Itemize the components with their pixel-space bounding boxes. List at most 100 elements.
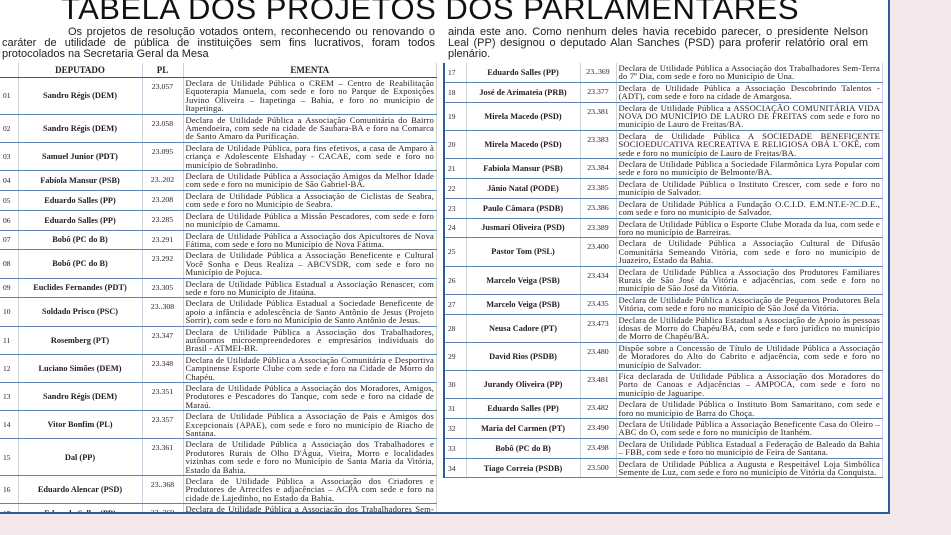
pl-number: 23.473 xyxy=(580,314,617,343)
ementa-text: Declara de Utilidade Pública a Associaçã… xyxy=(616,237,883,267)
pl-number: 23.386 xyxy=(580,198,617,219)
table-row: 17 Eduardo Salles (PP) 23..369 Declara de U… xyxy=(0,503,437,512)
row-number: 21 xyxy=(444,158,467,179)
table-row: 20 Mirela Macedo (PSD) 23.383 Declara de Ut… xyxy=(444,130,883,160)
deputado-name: Eduardo Alencar (PSD) xyxy=(18,475,143,505)
pl-number: 23.381 xyxy=(580,102,617,131)
deputado-name: Jurandy Oliveira (PP) xyxy=(466,370,581,400)
table-row: 22 Jânio Natal (PODE) 23.385 Declara de Uti… xyxy=(444,178,883,199)
table-row: 09 Euclides Fernandes (PDT) 23.305 Declara … xyxy=(0,278,437,299)
table-row: 27 Marcelo Veiga (PSB) 23.435 Declara de Ut… xyxy=(444,294,883,315)
row-number: 24 xyxy=(444,218,467,239)
ementa-text: Declara de Utilidade Pública o Instituto… xyxy=(616,398,883,420)
row-number: 20 xyxy=(444,130,467,160)
newspaper-page: TABELA DOS PROJETOS DOS PARLAMENTARES Os… xyxy=(0,0,890,514)
row-number: 16 xyxy=(0,475,19,505)
pl-number: 23.058 xyxy=(142,114,184,143)
row-number: 12 xyxy=(0,354,19,384)
table-row: 05 Eduardo Salles (PP) 23.208 Declara de Ut… xyxy=(0,190,437,211)
row-number: 17 xyxy=(0,503,19,512)
deputado-name: David Rios (PSDB) xyxy=(466,342,581,372)
projects-table-left: DEPUTADO PL EMENTA 01 Sandro Régis (DEM) 2… xyxy=(0,63,437,512)
deputado-name: Bobô (PC do B) xyxy=(18,230,143,251)
deputado-name: Eduardo Salles (PP) xyxy=(18,190,143,211)
pl-number: 23..202 xyxy=(142,170,184,191)
ementa-text: Declara de Utilidade Pública A SOCIEDADE… xyxy=(616,130,883,160)
projects-table-right: 17 Eduardo Salles (PP) 23..369 Declara de U… xyxy=(443,63,883,479)
ementa-text: Declara de Utilidade Pública Estadual a … xyxy=(616,314,883,343)
table-row: 01 Sandro Régis (DEM) 23.057 Declara de Uti… xyxy=(0,77,437,115)
ementa-text: Declara de Utilidade Pública a Associaçã… xyxy=(183,326,437,355)
ementa-text: Declara de Utilidade Pública a ASSOCIAÇÃ… xyxy=(616,102,883,131)
intro-paragraph-left: Os projetos de resolução votados ontem, … xyxy=(2,26,435,60)
deputado-name: Pastor Tom (PSL) xyxy=(466,237,581,267)
row-number: 33 xyxy=(444,438,467,459)
pl-number: 23..369 xyxy=(580,63,617,83)
deputado-name: Mirela Macedo (PSD) xyxy=(466,130,581,160)
row-number: 15 xyxy=(0,438,19,477)
pl-number: 23.351 xyxy=(142,382,184,412)
deputado-name: Samuel Junior (PDT) xyxy=(18,142,143,172)
ementa-text: Declara de Utilidade Pública a Associaçã… xyxy=(616,418,883,439)
deputado-name: Bobô (PC do B) xyxy=(466,438,581,459)
row-number: 28 xyxy=(444,314,467,343)
ementa-text: Declara de Utilidade Pública, para fins … xyxy=(183,142,437,172)
deputado-name: Paulo Câmara (PSDB) xyxy=(466,198,581,219)
pl-number: 23.385 xyxy=(580,178,617,199)
deputado-name: Jusmari Oliveira (PSD) xyxy=(466,218,581,239)
row-number: 17 xyxy=(444,63,467,83)
ementa-text: Declara de Utilidade Pública a Associaçã… xyxy=(183,503,437,512)
pl-number: 23.357 xyxy=(142,410,184,440)
table-row: 30 Jurandy Oliveira (PP) 23.481 Fica declar… xyxy=(444,370,883,400)
ementa-text: Declara de Utilidade Pública a Associaçã… xyxy=(183,249,437,279)
table-row: 17 Eduardo Salles (PP) 23..369 Declara de U… xyxy=(444,63,883,83)
deputado-name: Sandro Régis (DEM) xyxy=(18,77,143,115)
row-number: 22 xyxy=(444,178,467,199)
pl-number: 23.347 xyxy=(142,326,184,355)
pl-number: 23.500 xyxy=(580,458,617,479)
ementa-text: Declara de Utilidade Pública a Associaçã… xyxy=(616,63,883,83)
row-number: 07 xyxy=(0,230,19,251)
pl-number: 23.348 xyxy=(142,354,184,384)
deputado-name: Euclides Fernandes (PDT) xyxy=(18,278,143,299)
table-row: 18 José de Arimateia (PRB) 23.377 Declara d… xyxy=(444,82,883,103)
table-row: 32 Maria del Carmen (PT) 23.490 Declara de … xyxy=(444,418,883,439)
table-row: 29 David Rios (PSDB) 23.480 Dispõe sobre a … xyxy=(444,342,883,372)
ementa-text: Declara de Utilidade Pública o Instituto… xyxy=(616,178,883,199)
deputado-name: Eduardo Salles (PP) xyxy=(466,398,581,420)
deputado-name: Jânio Natal (PODE) xyxy=(466,178,581,199)
header-pl: PL xyxy=(142,63,184,78)
pl-number: 23.481 xyxy=(580,370,617,400)
deputado-name: Eduardo Salles (PP) xyxy=(18,503,143,512)
pl-number: 23.361 xyxy=(142,438,184,477)
row-number: 03 xyxy=(0,142,19,172)
ementa-text: Declara de Utilidade Pública a Augusta e… xyxy=(616,458,883,479)
table-row: 13 Sandro Régis (DEM) 23.351 Declara de Uti… xyxy=(0,382,437,412)
ementa-text: Declara de Utilidade Pública a Associaçã… xyxy=(183,230,437,251)
table-row: 04 Fabíola Mansur (PSB) 23..202 Declara de … xyxy=(0,170,437,191)
deputado-name: Sandro Régis (DEM) xyxy=(18,114,143,143)
ementa-text: Declara de Utilidade Pública a Associaçã… xyxy=(183,114,437,143)
ementa-text: Declara de Utilidade Pública a Associaçã… xyxy=(183,475,437,505)
table-row: 12 Luciano Simões (DEM) 23.348 Declara de U… xyxy=(0,354,437,384)
ementa-text: Declara de Utilidade Pública a Associaçã… xyxy=(616,294,883,315)
deputado-name: Luciano Simões (DEM) xyxy=(18,354,143,384)
row-number: 19 xyxy=(444,102,467,131)
ementa-text: Declara de Utilidade Pública a Associaçã… xyxy=(616,82,883,103)
table-row: 28 Neusa Cadore (PT) 23.473 Declara de Util… xyxy=(444,314,883,343)
pl-number: 23.435 xyxy=(580,294,617,315)
pl-number: 23..308 xyxy=(142,297,184,327)
row-number: 32 xyxy=(444,418,467,439)
deputado-name: Mirela Macedo (PSD) xyxy=(466,102,581,131)
ementa-text: Declara de Utilidade Pública a Missão Pe… xyxy=(183,210,437,231)
row-number: 01 xyxy=(0,77,19,115)
deputado-name: Vitor Bonfim (PL) xyxy=(18,410,143,440)
deputado-name: Fabíola Mansur (PSB) xyxy=(466,158,581,179)
deputado-name: Dal (PP) xyxy=(18,438,143,477)
table-row: 21 Fabíola Mansur (PSB) 23.384 Declara de U… xyxy=(444,158,883,179)
pl-number: 23.095 xyxy=(142,142,184,172)
pl-number: 23.208 xyxy=(142,190,184,211)
row-number: 05 xyxy=(0,190,19,211)
pl-number: 23.305 xyxy=(142,278,184,299)
row-number: 29 xyxy=(444,342,467,372)
